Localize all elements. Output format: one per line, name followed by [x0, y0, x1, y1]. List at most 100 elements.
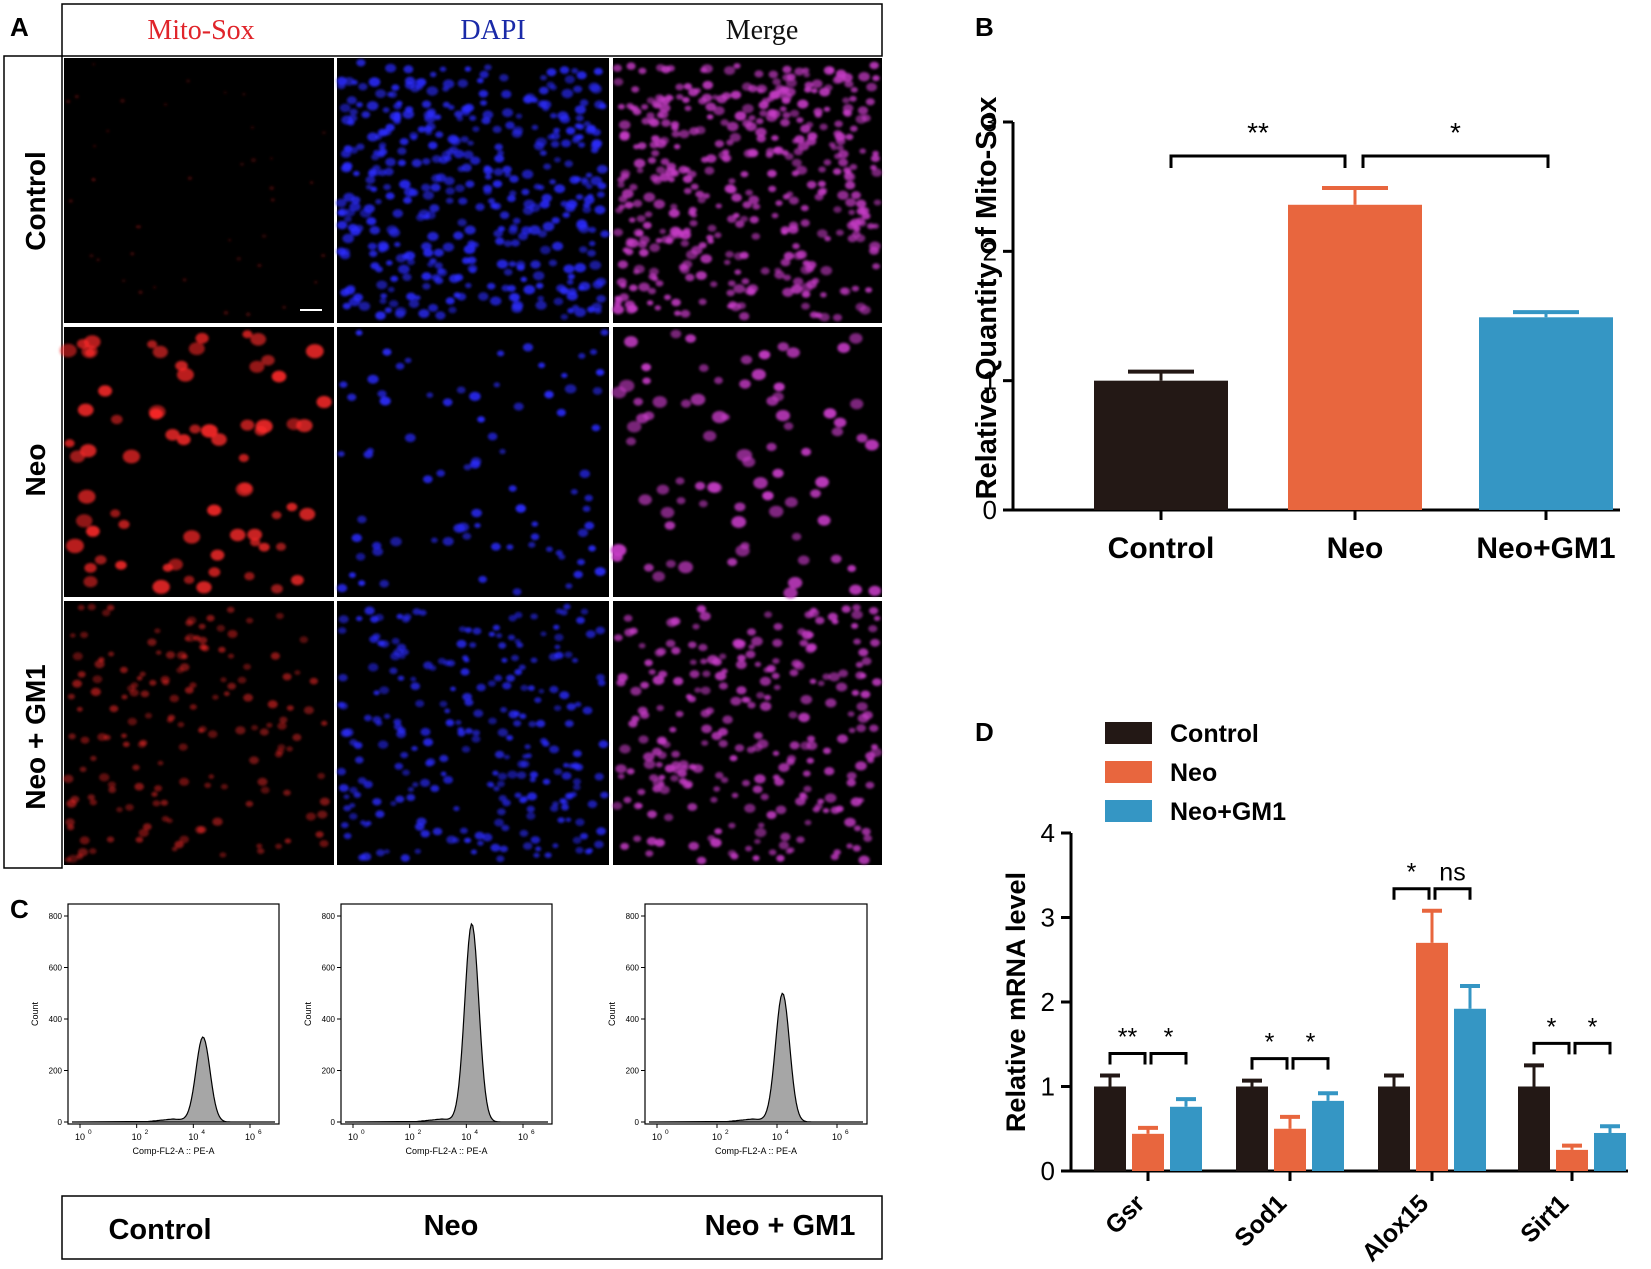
- cell-dot: [871, 744, 878, 750]
- cell-dot: [250, 158, 257, 163]
- cell-dot: [515, 504, 526, 513]
- cell-dot: [212, 817, 223, 826]
- cell-dot: [385, 157, 396, 167]
- cell-dot: [496, 633, 503, 639]
- significance-label: *: [1265, 1029, 1275, 1057]
- cell-dot: [618, 204, 626, 210]
- cell-dot: [633, 144, 640, 150]
- cell-dot: [554, 644, 561, 650]
- micrograph-neo-gm1-merge: [612, 601, 882, 865]
- cell-dot: [643, 759, 656, 769]
- cell-dot: [68, 199, 73, 203]
- cell-dot: [356, 616, 363, 622]
- cell-dot: [772, 392, 784, 402]
- cell-dot: [766, 664, 776, 673]
- cell-dot: [683, 83, 693, 90]
- cell-dot: [155, 650, 162, 655]
- cell-dot: [183, 575, 195, 584]
- cell-dot: [754, 827, 767, 838]
- cell-dot: [700, 709, 711, 718]
- cell-dot: [519, 829, 529, 837]
- cell-dot: [399, 654, 406, 659]
- cell-dot: [72, 652, 83, 661]
- cell-dot: [419, 609, 427, 616]
- cell-dot: [144, 712, 153, 719]
- cell-dot: [423, 475, 433, 484]
- cell-dot: [442, 537, 454, 546]
- cell-dot: [93, 144, 97, 148]
- cell-dot: [508, 614, 517, 622]
- cell-dot: [548, 259, 558, 267]
- y-axis-title: Relative Quantity of Mito-Sox: [971, 97, 1003, 500]
- cell-dot: [518, 664, 526, 671]
- cell-dot: [469, 115, 477, 121]
- cell-dot: [550, 132, 561, 140]
- cell-dots: [336, 603, 609, 863]
- cell-dot: [303, 706, 314, 715]
- cell-dot: [803, 72, 810, 78]
- cell-dot: [580, 833, 588, 840]
- cell-dot: [108, 651, 115, 657]
- cell-dot: [692, 764, 704, 773]
- cell-dot: [654, 838, 665, 847]
- cell-dot: [354, 224, 364, 232]
- cell-dot: [533, 183, 542, 190]
- cell-dot: [698, 298, 707, 305]
- cell-dot: [384, 167, 394, 176]
- cell-dot: [463, 150, 474, 159]
- cell-dot: [393, 118, 401, 125]
- cell-dot: [687, 803, 698, 811]
- cell-dot: [766, 811, 777, 819]
- cell-dot: [818, 180, 826, 187]
- cell-dot: [371, 153, 380, 161]
- cell-dot: [250, 126, 255, 129]
- cell-dot: [865, 781, 875, 789]
- cell-dot: [855, 234, 866, 243]
- cell-dot: [790, 109, 800, 118]
- cell-dot: [741, 278, 750, 285]
- histogram-peak: [648, 992, 863, 1123]
- cell-dot: [529, 771, 539, 778]
- cell-dot: [774, 777, 785, 786]
- cell-dot: [766, 442, 777, 452]
- cell-dot: [523, 842, 533, 850]
- cell-dot: [562, 212, 570, 218]
- cell-dot: [283, 789, 291, 796]
- cell-dot: [549, 745, 559, 754]
- cell-dot: [478, 292, 489, 301]
- cell-dot: [735, 660, 747, 669]
- cell-dot: [703, 430, 717, 442]
- bar-alox15-control: [1378, 1086, 1410, 1171]
- significance-bracket: [1361, 154, 1550, 168]
- cell-dot: [714, 671, 727, 681]
- cell-dot: [559, 691, 570, 700]
- cell-dot: [349, 786, 358, 794]
- cell-dot: [653, 102, 662, 109]
- y-tick-label: 400: [49, 1015, 63, 1024]
- cell-dot: [207, 504, 222, 516]
- cell-dot: [376, 280, 388, 290]
- cell-dot: [822, 673, 831, 680]
- cell-dot: [390, 275, 399, 282]
- cell-dot: [418, 309, 430, 318]
- cell-dot: [814, 111, 822, 118]
- cell-dot: [851, 191, 861, 200]
- cell-dot: [565, 583, 573, 589]
- cell-dot: [847, 711, 855, 717]
- significance-label: *: [1306, 1029, 1316, 1057]
- x-tick-label: 10: [188, 1132, 198, 1142]
- cell-dot: [499, 448, 506, 455]
- cell-dot: [823, 106, 831, 112]
- cell-dot: [136, 225, 142, 229]
- cell-dot: [773, 146, 784, 155]
- cell-dot: [544, 390, 554, 399]
- cell-dot: [342, 233, 355, 244]
- cell-dot: [358, 580, 366, 586]
- cell-dot: [522, 754, 529, 759]
- cell-dot: [752, 855, 760, 861]
- cell-dot: [781, 97, 791, 104]
- cell-dot: [492, 180, 503, 188]
- y-tick-label: 3: [1041, 903, 1055, 933]
